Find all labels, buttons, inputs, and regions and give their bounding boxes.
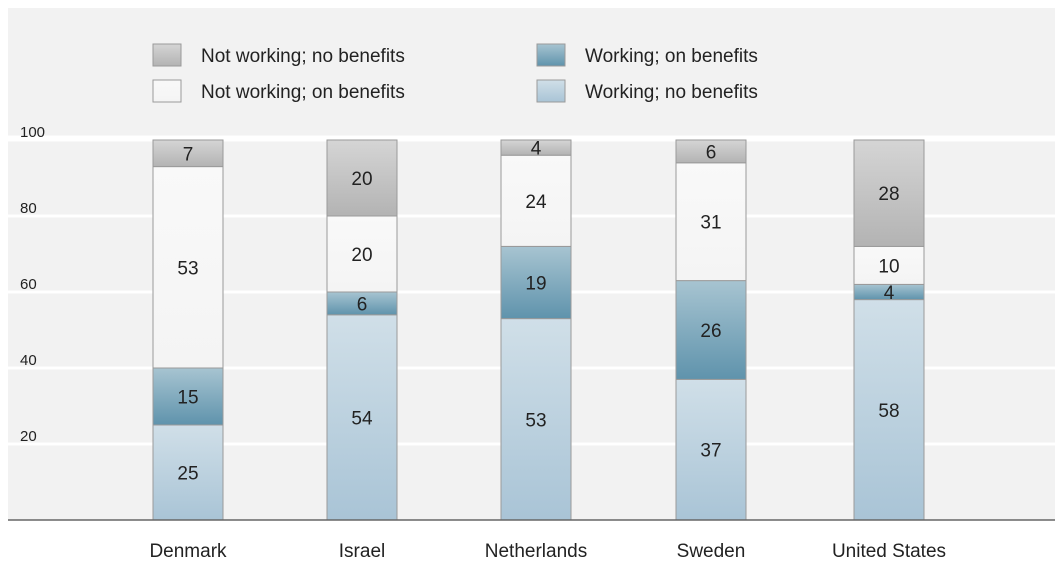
bar-sweden-working-on-benefits [675, 280, 747, 380]
bar-denmark-working-no-benefits [152, 424, 224, 521]
data-label: 15 [177, 388, 198, 409]
x-tick-label: Israel [339, 541, 385, 562]
bar-united-states-working-no-benefits [853, 299, 925, 521]
bar-israel-working-no-benefits [326, 314, 398, 521]
legend-label: Working; on benefits [585, 46, 758, 67]
bar-sweden-not-working-no-benefits [675, 139, 747, 164]
data-label: 20 [351, 169, 372, 190]
data-label: 24 [525, 192, 547, 213]
legend-swatch [152, 79, 182, 103]
data-label: 28 [878, 184, 899, 205]
data-label: 53 [525, 410, 546, 431]
x-tick-label: Netherlands [485, 541, 587, 562]
bar-israel-not-working-no-benefits [326, 139, 398, 217]
x-axis-labels: Denmark Israel Netherlands Sweden United Sta… [149, 541, 946, 562]
data-label: 4 [531, 139, 542, 160]
bar-group-netherlands: 53 19 24 4 [500, 139, 572, 521]
bar-israel-not-working-on-benefits [326, 215, 398, 293]
bar-denmark-not-working-on-benefits [152, 166, 224, 369]
legend: Not working; no benefits Working; on bene… [152, 43, 758, 103]
legend-swatch [536, 79, 566, 103]
y-tick-label: 80 [20, 200, 37, 217]
data-label: 58 [878, 401, 899, 422]
bars: 25 15 53 7 54 6 20 20 53 19 24 4 37 26 31 6 58 4 10 28 [152, 139, 925, 521]
data-label: 53 [177, 258, 198, 279]
legend-item-working-no-benefits: Working; no benefits [536, 79, 758, 103]
data-label: 31 [700, 213, 721, 234]
bar-netherlands-working-no-benefits [500, 318, 572, 521]
bar-group-israel: 54 6 20 20 [326, 139, 398, 521]
legend-swatch [536, 43, 566, 67]
bar-sweden-working-no-benefits [675, 378, 747, 521]
legend-swatch [152, 43, 182, 67]
y-tick-label: 20 [20, 428, 37, 445]
bar-netherlands-not-working-on-benefits [500, 154, 572, 247]
data-label: 37 [700, 441, 721, 462]
data-label: 6 [706, 142, 717, 163]
data-label: 54 [351, 408, 373, 429]
data-label: 19 [525, 274, 546, 295]
bar-denmark-not-working-no-benefits [152, 139, 224, 168]
data-label: 4 [884, 283, 895, 304]
bar-united-states-not-working-no-benefits [853, 139, 925, 247]
bar-netherlands-not-working-no-benefits [500, 139, 572, 156]
bar-group-sweden: 37 26 31 6 [675, 139, 747, 521]
data-label: 6 [357, 294, 368, 315]
bar-netherlands-working-on-benefits [500, 245, 572, 320]
data-label: 10 [878, 256, 899, 277]
legend-label: Not working; no benefits [201, 46, 405, 67]
legend-item-working-on-benefits: Working; on benefits [536, 43, 758, 67]
x-tick-label: Sweden [677, 541, 746, 562]
y-tick-label: 40 [20, 352, 37, 369]
data-label: 7 [183, 144, 194, 165]
x-tick-label: Denmark [149, 541, 227, 562]
bar-group-united-states: 58 4 10 28 [853, 139, 925, 521]
legend-item-not-working-no-benefits: Not working; no benefits [152, 43, 405, 67]
y-axis-ticks: 20 40 60 80 100 [20, 124, 45, 445]
y-tick-label: 60 [20, 276, 37, 293]
bar-group-denmark: 25 15 53 7 [152, 139, 224, 521]
bar-sweden-not-working-on-benefits [675, 162, 747, 282]
data-label: 26 [700, 321, 721, 342]
bar-united-states-not-working-on-benefits [853, 245, 925, 285]
y-tick-label: 100 [20, 124, 45, 141]
data-label: 20 [351, 245, 372, 266]
legend-label: Working; no benefits [585, 82, 758, 103]
x-tick-label: United States [832, 541, 946, 562]
data-label: 25 [177, 464, 198, 485]
legend-item-not-working-on-benefits: Not working; on benefits [152, 79, 405, 103]
legend-label: Not working; on benefits [201, 82, 405, 103]
